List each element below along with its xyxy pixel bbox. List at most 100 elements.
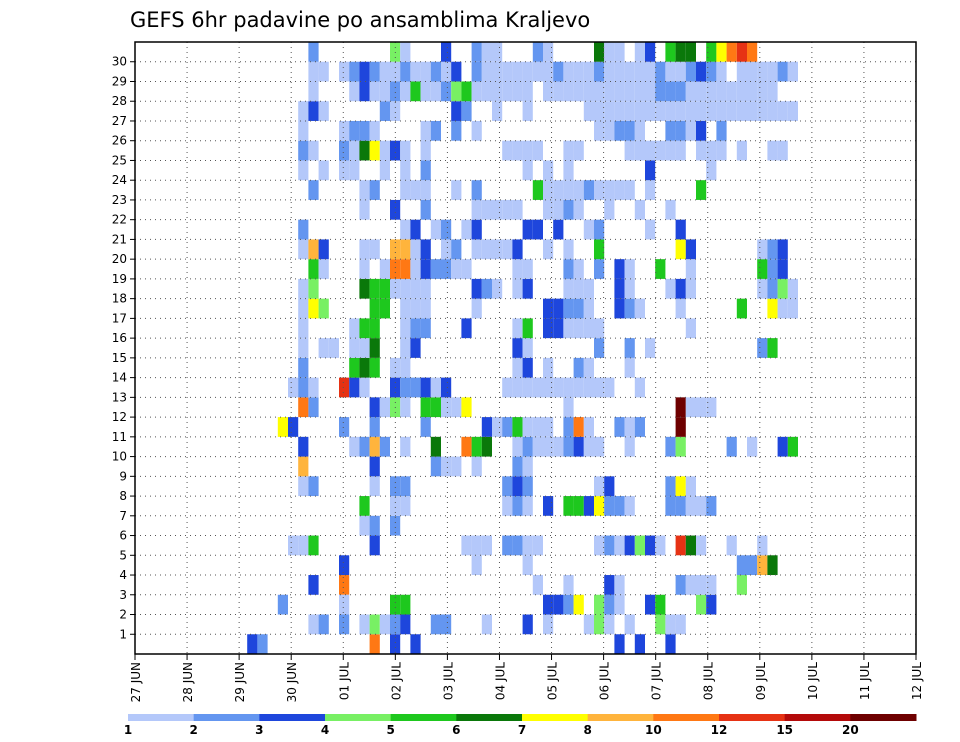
heatmap-cell bbox=[379, 397, 390, 418]
heatmap-cell bbox=[522, 160, 533, 181]
heatmap-cell bbox=[624, 140, 635, 161]
heatmap-cell bbox=[349, 338, 360, 358]
heatmap-cell bbox=[777, 101, 788, 121]
heatmap-cell bbox=[318, 160, 329, 181]
heatmap-cell bbox=[339, 417, 350, 437]
heatmap-cell bbox=[614, 81, 625, 102]
heatmap-cell bbox=[502, 199, 513, 220]
heatmap-cell bbox=[369, 535, 380, 556]
x-tick-label: 04 JUL bbox=[493, 662, 507, 700]
heatmap-cell bbox=[359, 140, 370, 161]
heatmap-cell bbox=[747, 436, 758, 457]
heatmap-cell bbox=[481, 614, 492, 635]
heatmap-cell bbox=[563, 298, 574, 319]
heatmap-cell bbox=[410, 180, 421, 200]
heatmap-cell bbox=[492, 278, 503, 299]
y-tick-label: 1 bbox=[119, 627, 127, 641]
heatmap-cell bbox=[420, 278, 431, 299]
heatmap-cell bbox=[675, 496, 686, 516]
heatmap-cell bbox=[696, 140, 707, 161]
heatmap-cell bbox=[369, 120, 380, 141]
heatmap-cell bbox=[583, 357, 594, 378]
heatmap-cell bbox=[410, 298, 421, 319]
heatmap-cell bbox=[543, 160, 554, 181]
y-tick-label: 10 bbox=[112, 450, 127, 464]
heatmap-cell bbox=[400, 219, 411, 240]
y-tick-label: 3 bbox=[119, 588, 127, 602]
heatmap-cell bbox=[645, 101, 656, 121]
x-tick-label: 11 JUL bbox=[858, 662, 872, 700]
heatmap-cell bbox=[614, 417, 625, 437]
heatmap-cell bbox=[634, 61, 645, 82]
heatmap-cell bbox=[481, 61, 492, 82]
heatmap-cell bbox=[777, 239, 788, 260]
heatmap-cell bbox=[369, 476, 380, 497]
heatmap-cell bbox=[583, 180, 594, 200]
heatmap-cell bbox=[359, 278, 370, 299]
heatmap-cell bbox=[685, 397, 696, 418]
heatmap-cell bbox=[563, 278, 574, 299]
heatmap-cell bbox=[451, 239, 462, 260]
heatmap-cell bbox=[685, 318, 696, 339]
heatmap-cell bbox=[624, 357, 635, 378]
heatmap-cell bbox=[675, 239, 686, 260]
heatmap-cell bbox=[369, 634, 380, 654]
heatmap-cell bbox=[288, 377, 299, 398]
heatmap-cell bbox=[481, 239, 492, 260]
heatmap-cell bbox=[675, 219, 686, 240]
y-tick-label: 25 bbox=[112, 153, 127, 167]
heatmap-cell bbox=[369, 515, 380, 536]
heatmap-cell bbox=[400, 259, 411, 279]
heatmap-cell bbox=[410, 634, 421, 654]
heatmap-cell bbox=[594, 476, 605, 497]
colorbar-label: 2 bbox=[189, 723, 197, 737]
heatmap-cell bbox=[563, 239, 574, 260]
heatmap-cell bbox=[420, 120, 431, 141]
heatmap-cell bbox=[624, 81, 635, 102]
heatmap-cell bbox=[706, 61, 717, 82]
heatmap-cell bbox=[543, 199, 554, 220]
heatmap-cell bbox=[410, 219, 421, 240]
heatmap-cell bbox=[512, 278, 523, 299]
heatmap-cell bbox=[594, 377, 605, 398]
heatmap-cell bbox=[277, 417, 288, 437]
heatmap-cell bbox=[400, 614, 411, 635]
heatmap-cell bbox=[675, 101, 686, 121]
heatmap-cell bbox=[461, 81, 472, 102]
heatmap-cell bbox=[369, 614, 380, 635]
heatmap-cell bbox=[390, 239, 401, 260]
heatmap-cell bbox=[369, 140, 380, 161]
heatmap-cell bbox=[512, 338, 523, 358]
heatmap-cell bbox=[543, 614, 554, 635]
heatmap-cell bbox=[614, 180, 625, 200]
heatmap-cell bbox=[563, 417, 574, 437]
heatmap-cell bbox=[481, 81, 492, 102]
heatmap-cell bbox=[441, 259, 452, 279]
heatmap-cell bbox=[543, 357, 554, 378]
x-tick-label: 05 JUL bbox=[546, 662, 560, 700]
heatmap-cell bbox=[624, 120, 635, 141]
heatmap-cell bbox=[563, 81, 574, 102]
heatmap-cell bbox=[400, 180, 411, 200]
heatmap-cell bbox=[706, 101, 717, 121]
heatmap-cell bbox=[685, 476, 696, 497]
heatmap-cell bbox=[696, 575, 707, 595]
heatmap-cell bbox=[512, 377, 523, 398]
colorbar-label: 7 bbox=[518, 723, 526, 737]
heatmap-cell bbox=[308, 81, 319, 102]
heatmap-cell bbox=[634, 535, 645, 556]
heatmap-cell bbox=[247, 634, 258, 654]
heatmap-cell bbox=[614, 61, 625, 82]
heatmap-cell bbox=[298, 357, 309, 378]
heatmap-cell bbox=[685, 42, 696, 62]
heatmap-cell bbox=[522, 81, 533, 102]
heatmap-cell bbox=[614, 259, 625, 279]
heatmap-cell bbox=[379, 101, 390, 121]
heatmap-cell bbox=[706, 160, 717, 181]
heatmap-cell bbox=[451, 180, 462, 200]
heatmap-cell bbox=[665, 634, 676, 654]
heatmap-cell bbox=[400, 357, 411, 378]
heatmap-cell bbox=[757, 259, 768, 279]
colorbar-swatch bbox=[522, 714, 589, 721]
heatmap-cell bbox=[757, 61, 768, 82]
